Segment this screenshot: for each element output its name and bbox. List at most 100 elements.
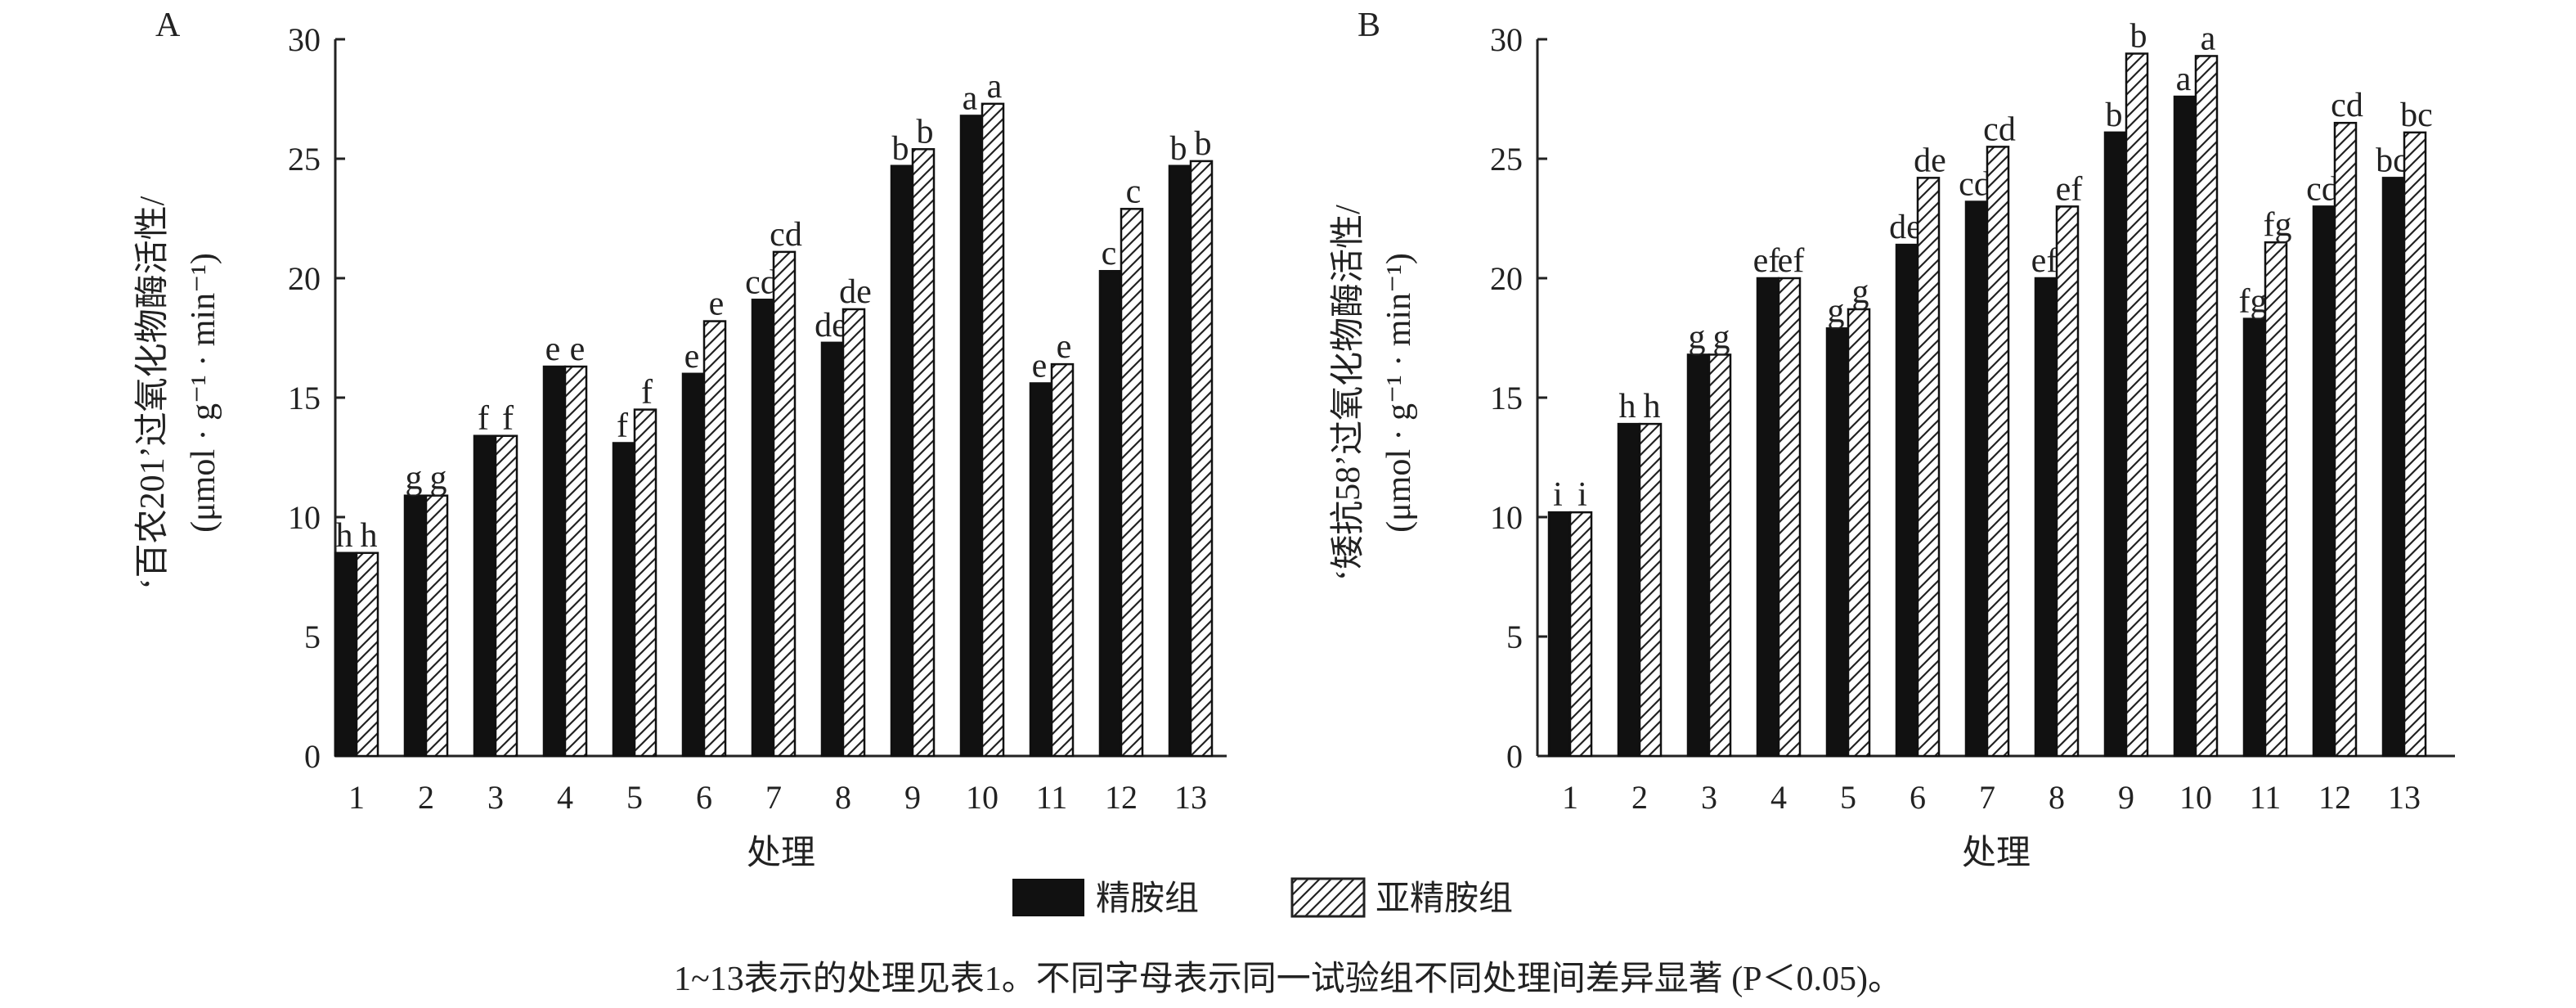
significance-letter: de xyxy=(1914,142,1946,179)
bar-spermidine xyxy=(981,102,1005,758)
significance-letter: c xyxy=(1126,173,1142,210)
significance-letter: fg xyxy=(2264,206,2292,244)
y-tick-label: 20 xyxy=(1490,260,1523,297)
significance-letter: e xyxy=(545,331,561,368)
bar-spermidine xyxy=(1638,422,1663,758)
significance-letter: e xyxy=(1057,328,1072,366)
significance-letter: a xyxy=(963,79,978,117)
significance-letter: bc xyxy=(2376,142,2408,179)
bar-spermidine xyxy=(1568,511,1593,758)
y-tick-label: 25 xyxy=(288,141,321,178)
x-tick-label: 7 xyxy=(765,779,782,816)
bar-spermine xyxy=(612,442,636,758)
x-tick-label: 7 xyxy=(1979,779,1995,816)
significance-letter: cd xyxy=(2306,170,2339,208)
x-tick-label: 10 xyxy=(966,779,999,816)
bar-spermidine xyxy=(2264,241,2288,758)
bar-spermine xyxy=(1098,269,1123,758)
bar-spermine xyxy=(751,299,775,758)
significance-letter: ef xyxy=(2031,242,2058,280)
significance-letter: ef xyxy=(2056,170,2083,208)
y-tick-label: 30 xyxy=(288,21,321,58)
significance-letter: cd xyxy=(770,216,802,254)
x-tick-label: 9 xyxy=(904,779,921,816)
bar-spermidine xyxy=(1120,208,1144,758)
significance-letter: de xyxy=(839,273,872,311)
significance-letter: h xyxy=(361,517,378,555)
bar-spermine xyxy=(1168,164,1192,758)
y-tick-label: 15 xyxy=(288,380,321,416)
significance-letter: b xyxy=(2130,18,2147,56)
significance-letter: g xyxy=(430,460,447,497)
significance-letter: f xyxy=(641,374,653,412)
x-tick-label: 11 xyxy=(2250,779,2282,816)
y-tick-label: 5 xyxy=(1506,619,1523,655)
bar-spermine xyxy=(542,365,567,758)
bar-spermine xyxy=(820,341,845,758)
significance-letter: b xyxy=(1170,130,1187,168)
x-tick-label: 6 xyxy=(696,779,712,816)
bar-spermidine xyxy=(1916,177,1941,758)
x-tick-label: 1 xyxy=(348,779,365,816)
significance-letter: b xyxy=(892,130,909,168)
bar-spermidine xyxy=(633,408,657,758)
y-tick-label: 5 xyxy=(304,619,321,655)
bar-spermidine xyxy=(911,148,936,758)
x-tick-label: 4 xyxy=(557,779,573,816)
significance-letter: de xyxy=(815,307,847,344)
significance-letter: f xyxy=(478,400,489,438)
x-tick-label: 8 xyxy=(2049,779,2065,816)
significance-letter: g xyxy=(406,460,423,497)
significance-letter: h xyxy=(336,517,353,555)
significance-letter: cd xyxy=(1983,110,2016,148)
x-tick-label: 3 xyxy=(1701,779,1717,816)
y-tick-label: 20 xyxy=(288,260,321,297)
x-tick-label: 12 xyxy=(1105,779,1138,816)
significance-letter: g xyxy=(1828,292,1845,330)
significance-letter: a xyxy=(2176,61,2192,98)
significance-letter: b xyxy=(917,113,934,151)
bar-spermidine xyxy=(2125,52,2149,758)
significance-letter: b xyxy=(2106,97,2123,134)
bar-spermine xyxy=(890,164,914,758)
significance-letter: ef xyxy=(1753,242,1780,280)
bar-spermine xyxy=(2242,317,2267,758)
x-axis-title: 处理 xyxy=(747,835,815,872)
significance-letter: e xyxy=(570,331,586,368)
y-tick-label: 15 xyxy=(1490,380,1523,416)
significance-letter: a xyxy=(2201,20,2216,57)
bar-spermine xyxy=(959,115,984,758)
x-tick-label: 3 xyxy=(487,779,504,816)
bar-spermidine xyxy=(563,365,588,758)
y-tick-label: 10 xyxy=(288,499,321,536)
bar-spermine xyxy=(1547,511,1572,758)
y-tick-label: 25 xyxy=(1490,141,1523,178)
bar-spermine xyxy=(403,494,428,758)
significance-letter: cd xyxy=(745,263,778,301)
bar-spermidine xyxy=(841,308,866,758)
legend-swatch-solid xyxy=(1012,879,1084,916)
bar-spermine xyxy=(2034,277,2058,758)
bar-spermine xyxy=(1964,200,1989,758)
bar-spermidine xyxy=(494,434,518,758)
x-tick-label: 1 xyxy=(1562,779,1578,816)
significance-letter: ef xyxy=(1778,242,1805,280)
significance-letter: b xyxy=(1195,125,1212,163)
bar-spermine xyxy=(2381,177,2406,758)
x-tick-label: 8 xyxy=(835,779,851,816)
bar-spermidine xyxy=(702,320,727,758)
panel-label: B xyxy=(1358,7,1380,44)
y-tick-label: 10 xyxy=(1490,499,1523,536)
x-tick-label: 12 xyxy=(2318,779,2351,816)
bar-spermidine xyxy=(1189,160,1214,758)
bar-spermidine xyxy=(355,551,379,758)
bar-spermidine xyxy=(2403,131,2427,758)
x-tick-label: 11 xyxy=(1036,779,1068,816)
significance-letter: f xyxy=(617,407,628,444)
bar-spermidine xyxy=(2333,121,2358,758)
bar-spermidine xyxy=(772,250,797,758)
y-tick-label: 0 xyxy=(304,738,321,775)
x-tick-label: 2 xyxy=(1631,779,1648,816)
